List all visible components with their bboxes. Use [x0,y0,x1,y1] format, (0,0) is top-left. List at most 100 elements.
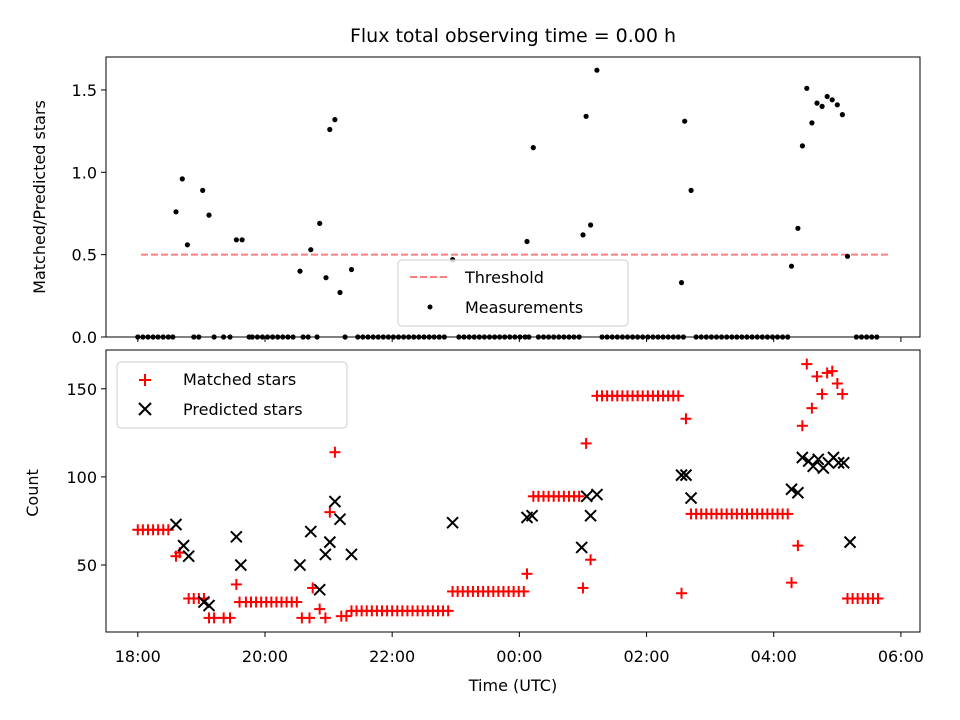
measurement-point [839,112,846,118]
matched-star-point [230,578,242,590]
measurement-point [795,225,801,231]
predicted-star-point [304,525,317,538]
matched-star-point [585,554,597,566]
predicted-star-point [584,509,597,522]
legend-predicted-swatch [138,402,152,416]
predicted-star-point [313,583,326,596]
matched-star-point [324,506,336,518]
top-x-ticks [137,337,902,342]
predicted-star-point [293,558,307,572]
matched-star-point [573,490,585,502]
predicted-star-point [182,550,195,563]
bottom-y-tick-label: 100 [66,468,97,487]
predicted-star-point [785,483,798,496]
matched-star-point [826,365,838,377]
measurement-point [233,237,239,243]
matched-star-point [304,612,315,624]
predicted-star-point [234,558,248,572]
predicted-star-point [323,535,337,549]
measurement-point [200,187,206,193]
top-y-ticks: 0.0 0.5 1.0 1.5 [72,81,106,347]
matched-star-point [821,367,833,379]
matched-star-point [521,568,533,580]
measurement-point [799,143,806,149]
measurement-point [814,100,820,106]
predicted-star-point [328,495,342,508]
measurement-point [179,176,185,182]
matched-star-point [224,612,236,624]
top-y-axis-label: Matched/Predicted stars [30,100,49,294]
predicted-star-point [345,548,358,561]
measurement-point [337,289,343,296]
bottom-legend-box [116,361,348,429]
measurement-point [317,220,323,226]
top-panel-ratio: Flux total observing time = 0.00 h Match… [30,25,921,347]
measurement-point [594,67,600,73]
bottom-y-tick-label: 50 [77,556,97,575]
measurement-point [829,97,835,103]
predicted-star-point [837,456,850,470]
matched-star-point [872,593,884,605]
matched-star-point [314,603,326,615]
bottom-legend: Matched stars Predicted stars [116,361,348,429]
predicted-star-point [843,535,857,549]
measurement-point [678,280,685,286]
measurement-point [804,85,810,91]
predicted-star-point [177,539,190,552]
measurement-point [332,117,338,123]
measurement-point [308,247,314,253]
measurement-point [530,145,536,151]
predicted-star-point [679,468,693,482]
bottom-x-ticks: 18:00 20:00 22:00 00:00 02:00 04:00 06:00 [115,632,924,666]
predicted-star-point [832,456,845,470]
legend-measurements-label: Measurements [465,298,583,317]
measurement-point [297,268,303,274]
predicted-star-point [791,486,805,499]
measurement-point [327,126,333,133]
measurement-point [809,120,815,126]
measurement-point [682,118,688,124]
matched-star-point [518,585,530,597]
predicted-star-point [202,599,216,612]
predicted-star-point [796,451,809,464]
matched-star-point [782,508,794,520]
predicted-star-point [675,468,688,482]
matched-star-point [792,540,804,552]
measurement-point [583,113,589,119]
legend-predicted-label: Predicted stars [183,400,303,419]
x-axis-label: Time (UTC) [468,676,557,695]
predicted-star-point [580,490,593,503]
measurement-point [834,102,840,108]
matched-star-point [786,577,798,589]
matched-star-point [208,612,220,624]
x-tick-label: 02:00 [623,647,669,666]
matched-star-point [801,358,813,370]
measurement-point [588,222,594,228]
x-tick-label: 04:00 [751,647,797,666]
measurement-point [788,263,795,269]
measurement-point [323,275,329,281]
bottom-panel-counts: Count Time (UTC) 50 100 150 18:00 20:00 22:0… [23,349,924,695]
matched-star-point [796,420,808,432]
top-axes-frame [105,56,921,338]
predicted-star-point [684,491,698,505]
matched-star-point [307,582,319,594]
measurement-point [173,209,179,215]
matched-star-point [672,390,684,402]
top-legend-box [397,259,629,327]
measurement-point [239,237,245,243]
legend-measurements-swatch [427,304,433,310]
predicted-star-point [169,518,183,531]
legend-matched-swatch [139,374,151,386]
matched-star-point [676,587,688,599]
bottom-y-tick-label: 150 [66,380,97,399]
x-tick-label: 06:00 [878,647,924,666]
x-tick-label: 18:00 [115,647,161,666]
predicted-star-point [333,512,347,526]
top-y-tick-label: 1.0 [72,163,97,182]
measurement-point [524,238,530,245]
predicted-star-point [446,516,459,529]
bottom-y-axis-label: Count [23,469,42,517]
top-y-tick-label: 1.5 [72,81,97,100]
